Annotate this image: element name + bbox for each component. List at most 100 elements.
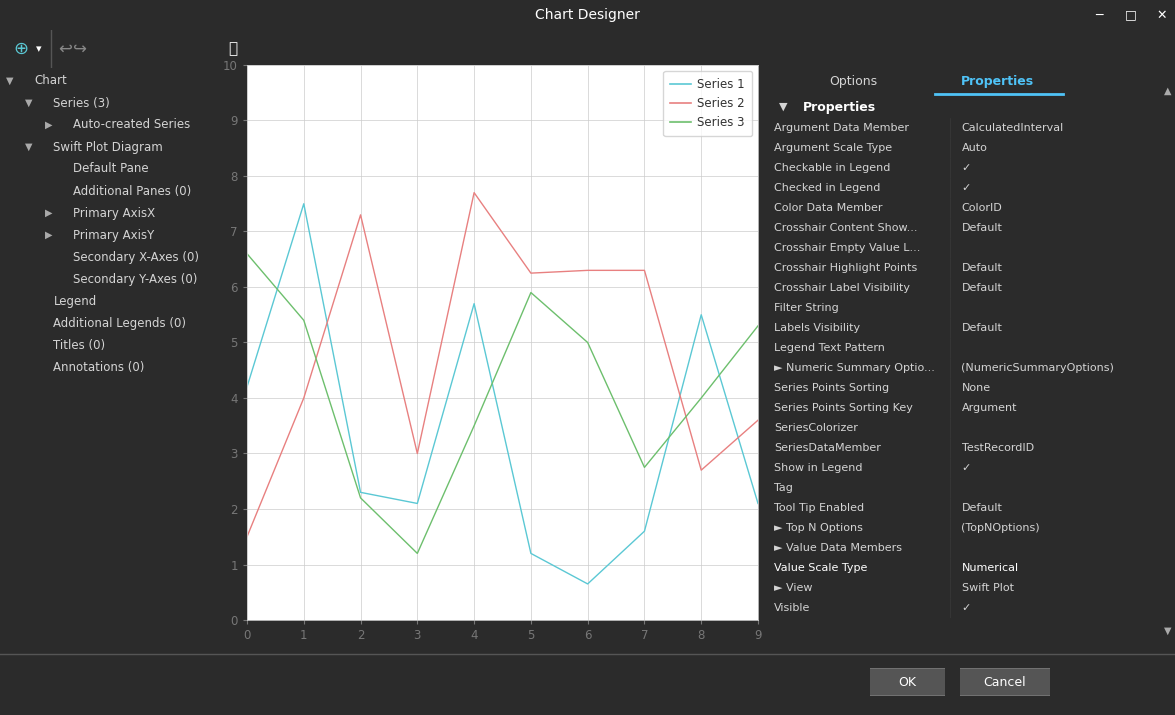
Series 3	[354, 493, 368, 502]
Text: Series Points Sorting Key: Series Points Sorting Key	[774, 403, 913, 413]
Text: Tool Tip Enabled: Tool Tip Enabled	[774, 503, 864, 513]
Text: Legend: Legend	[53, 295, 96, 307]
Text: Series (3): Series (3)	[53, 97, 110, 109]
Text: Visible: Visible	[774, 603, 811, 613]
Text: (TopNOptions): (TopNOptions)	[961, 523, 1040, 533]
Text: Auto: Auto	[961, 143, 987, 153]
Text: Annotations (0): Annotations (0)	[53, 360, 145, 373]
Text: SeriesDataMember: SeriesDataMember	[774, 443, 881, 453]
Text: Primary AxisX: Primary AxisX	[73, 207, 155, 220]
Text: ▶: ▶	[45, 230, 53, 240]
Text: Argument Scale Type: Argument Scale Type	[774, 143, 892, 153]
Text: Argument: Argument	[961, 403, 1018, 413]
Text: Filter String: Filter String	[774, 303, 839, 313]
Series 1	[240, 383, 254, 391]
Text: ► Numeric Summary Optio...: ► Numeric Summary Optio...	[774, 363, 935, 373]
Text: ▲: ▲	[1164, 86, 1171, 96]
Text: Primary AxisY: Primary AxisY	[73, 229, 154, 242]
Text: ✓: ✓	[961, 463, 971, 473]
Text: Checked in Legend: Checked in Legend	[774, 183, 880, 193]
Text: Default: Default	[961, 223, 1002, 233]
Text: Tag: Tag	[774, 483, 793, 493]
Text: 📊: 📊	[228, 41, 237, 56]
Series 2	[694, 466, 709, 475]
Text: Checkable in Legend: Checkable in Legend	[774, 163, 891, 173]
Text: Color Data Member: Color Data Member	[774, 203, 882, 213]
Text: ✓: ✓	[961, 603, 971, 613]
Series 3	[694, 394, 709, 403]
Series 1	[297, 199, 311, 208]
Text: Additional Legends (0): Additional Legends (0)	[53, 317, 187, 330]
Series 1	[694, 310, 709, 319]
Text: Cancel: Cancel	[983, 676, 1026, 689]
Series 3	[240, 250, 254, 258]
Text: ▶: ▶	[45, 120, 53, 130]
Text: ColorID: ColorID	[961, 203, 1002, 213]
Series 1	[410, 499, 424, 508]
Legend: Series 1, Series 2, Series 3: Series 1, Series 2, Series 3	[663, 71, 752, 136]
Text: ─: ─	[1095, 9, 1102, 21]
Text: Additional Panes (0): Additional Panes (0)	[73, 184, 192, 197]
Line: Series 1: Series 1	[247, 204, 758, 584]
Text: ↩: ↩	[58, 40, 72, 58]
Text: Show in Legend: Show in Legend	[774, 463, 862, 473]
Text: Options: Options	[828, 76, 877, 89]
Text: Default: Default	[961, 283, 1002, 293]
Text: ▼: ▼	[26, 142, 33, 152]
Text: Argument Data Member: Argument Data Member	[774, 123, 909, 133]
Series 2	[410, 449, 424, 458]
Text: Value Scale Type: Value Scale Type	[774, 563, 867, 573]
Text: ▼: ▼	[26, 98, 33, 108]
Series 1	[354, 488, 368, 497]
Text: Properties: Properties	[804, 101, 877, 114]
Text: Crosshair Highlight Points: Crosshair Highlight Points	[774, 263, 918, 273]
Text: Titles (0): Titles (0)	[53, 338, 106, 352]
Text: Numerical: Numerical	[961, 563, 1019, 573]
Series 2	[524, 269, 538, 277]
Text: ▼: ▼	[1164, 626, 1171, 636]
Series 1	[466, 300, 481, 308]
FancyBboxPatch shape	[868, 668, 947, 696]
Text: Crosshair Content Show...: Crosshair Content Show...	[774, 223, 918, 233]
Text: Crosshair Label Visibility: Crosshair Label Visibility	[774, 283, 909, 293]
Series 1	[524, 549, 538, 558]
Text: OK: OK	[899, 676, 916, 689]
Text: Labels Visibility: Labels Visibility	[774, 323, 860, 333]
Series 3	[751, 322, 765, 330]
Text: Chart Designer: Chart Designer	[535, 8, 640, 22]
Series 2	[297, 394, 311, 403]
Text: Secondary Y-Axes (0): Secondary Y-Axes (0)	[73, 272, 197, 285]
Line: Series 2: Series 2	[247, 192, 758, 537]
Text: Properties: Properties	[961, 76, 1034, 89]
Text: (NumericSummaryOptions): (NumericSummaryOptions)	[961, 363, 1114, 373]
Text: None: None	[961, 383, 991, 393]
Series 2	[637, 266, 651, 275]
Text: Auto-created Series: Auto-created Series	[73, 119, 190, 132]
Text: TestRecordID: TestRecordID	[961, 443, 1034, 453]
Series 2	[466, 188, 481, 197]
Text: Legend Text Pattern: Legend Text Pattern	[774, 343, 885, 353]
Text: Crosshair Empty Value L...: Crosshair Empty Value L...	[774, 243, 920, 253]
Series 3	[410, 549, 424, 558]
Text: ✓: ✓	[961, 163, 971, 173]
Text: CalculatedInterval: CalculatedInterval	[961, 123, 1063, 133]
Series 3	[580, 338, 595, 347]
Series 3	[524, 288, 538, 297]
Text: ► Top N Options: ► Top N Options	[774, 523, 862, 533]
Text: Default: Default	[961, 503, 1002, 513]
Series 2	[580, 266, 595, 275]
Text: ▶: ▶	[45, 208, 53, 218]
Text: ▼: ▼	[779, 102, 787, 112]
Series 1	[580, 580, 595, 588]
Series 2	[751, 416, 765, 425]
Series 3	[297, 316, 311, 325]
Series 2	[354, 210, 368, 219]
Text: ↪: ↪	[73, 40, 87, 58]
Text: Default: Default	[961, 323, 1002, 333]
Series 3	[466, 421, 481, 430]
Text: Secondary X-Axes (0): Secondary X-Axes (0)	[73, 250, 199, 264]
Text: ► View: ► View	[774, 583, 812, 593]
Line: Series 3: Series 3	[247, 254, 758, 553]
Series 1	[637, 527, 651, 536]
Series 1	[751, 499, 765, 508]
